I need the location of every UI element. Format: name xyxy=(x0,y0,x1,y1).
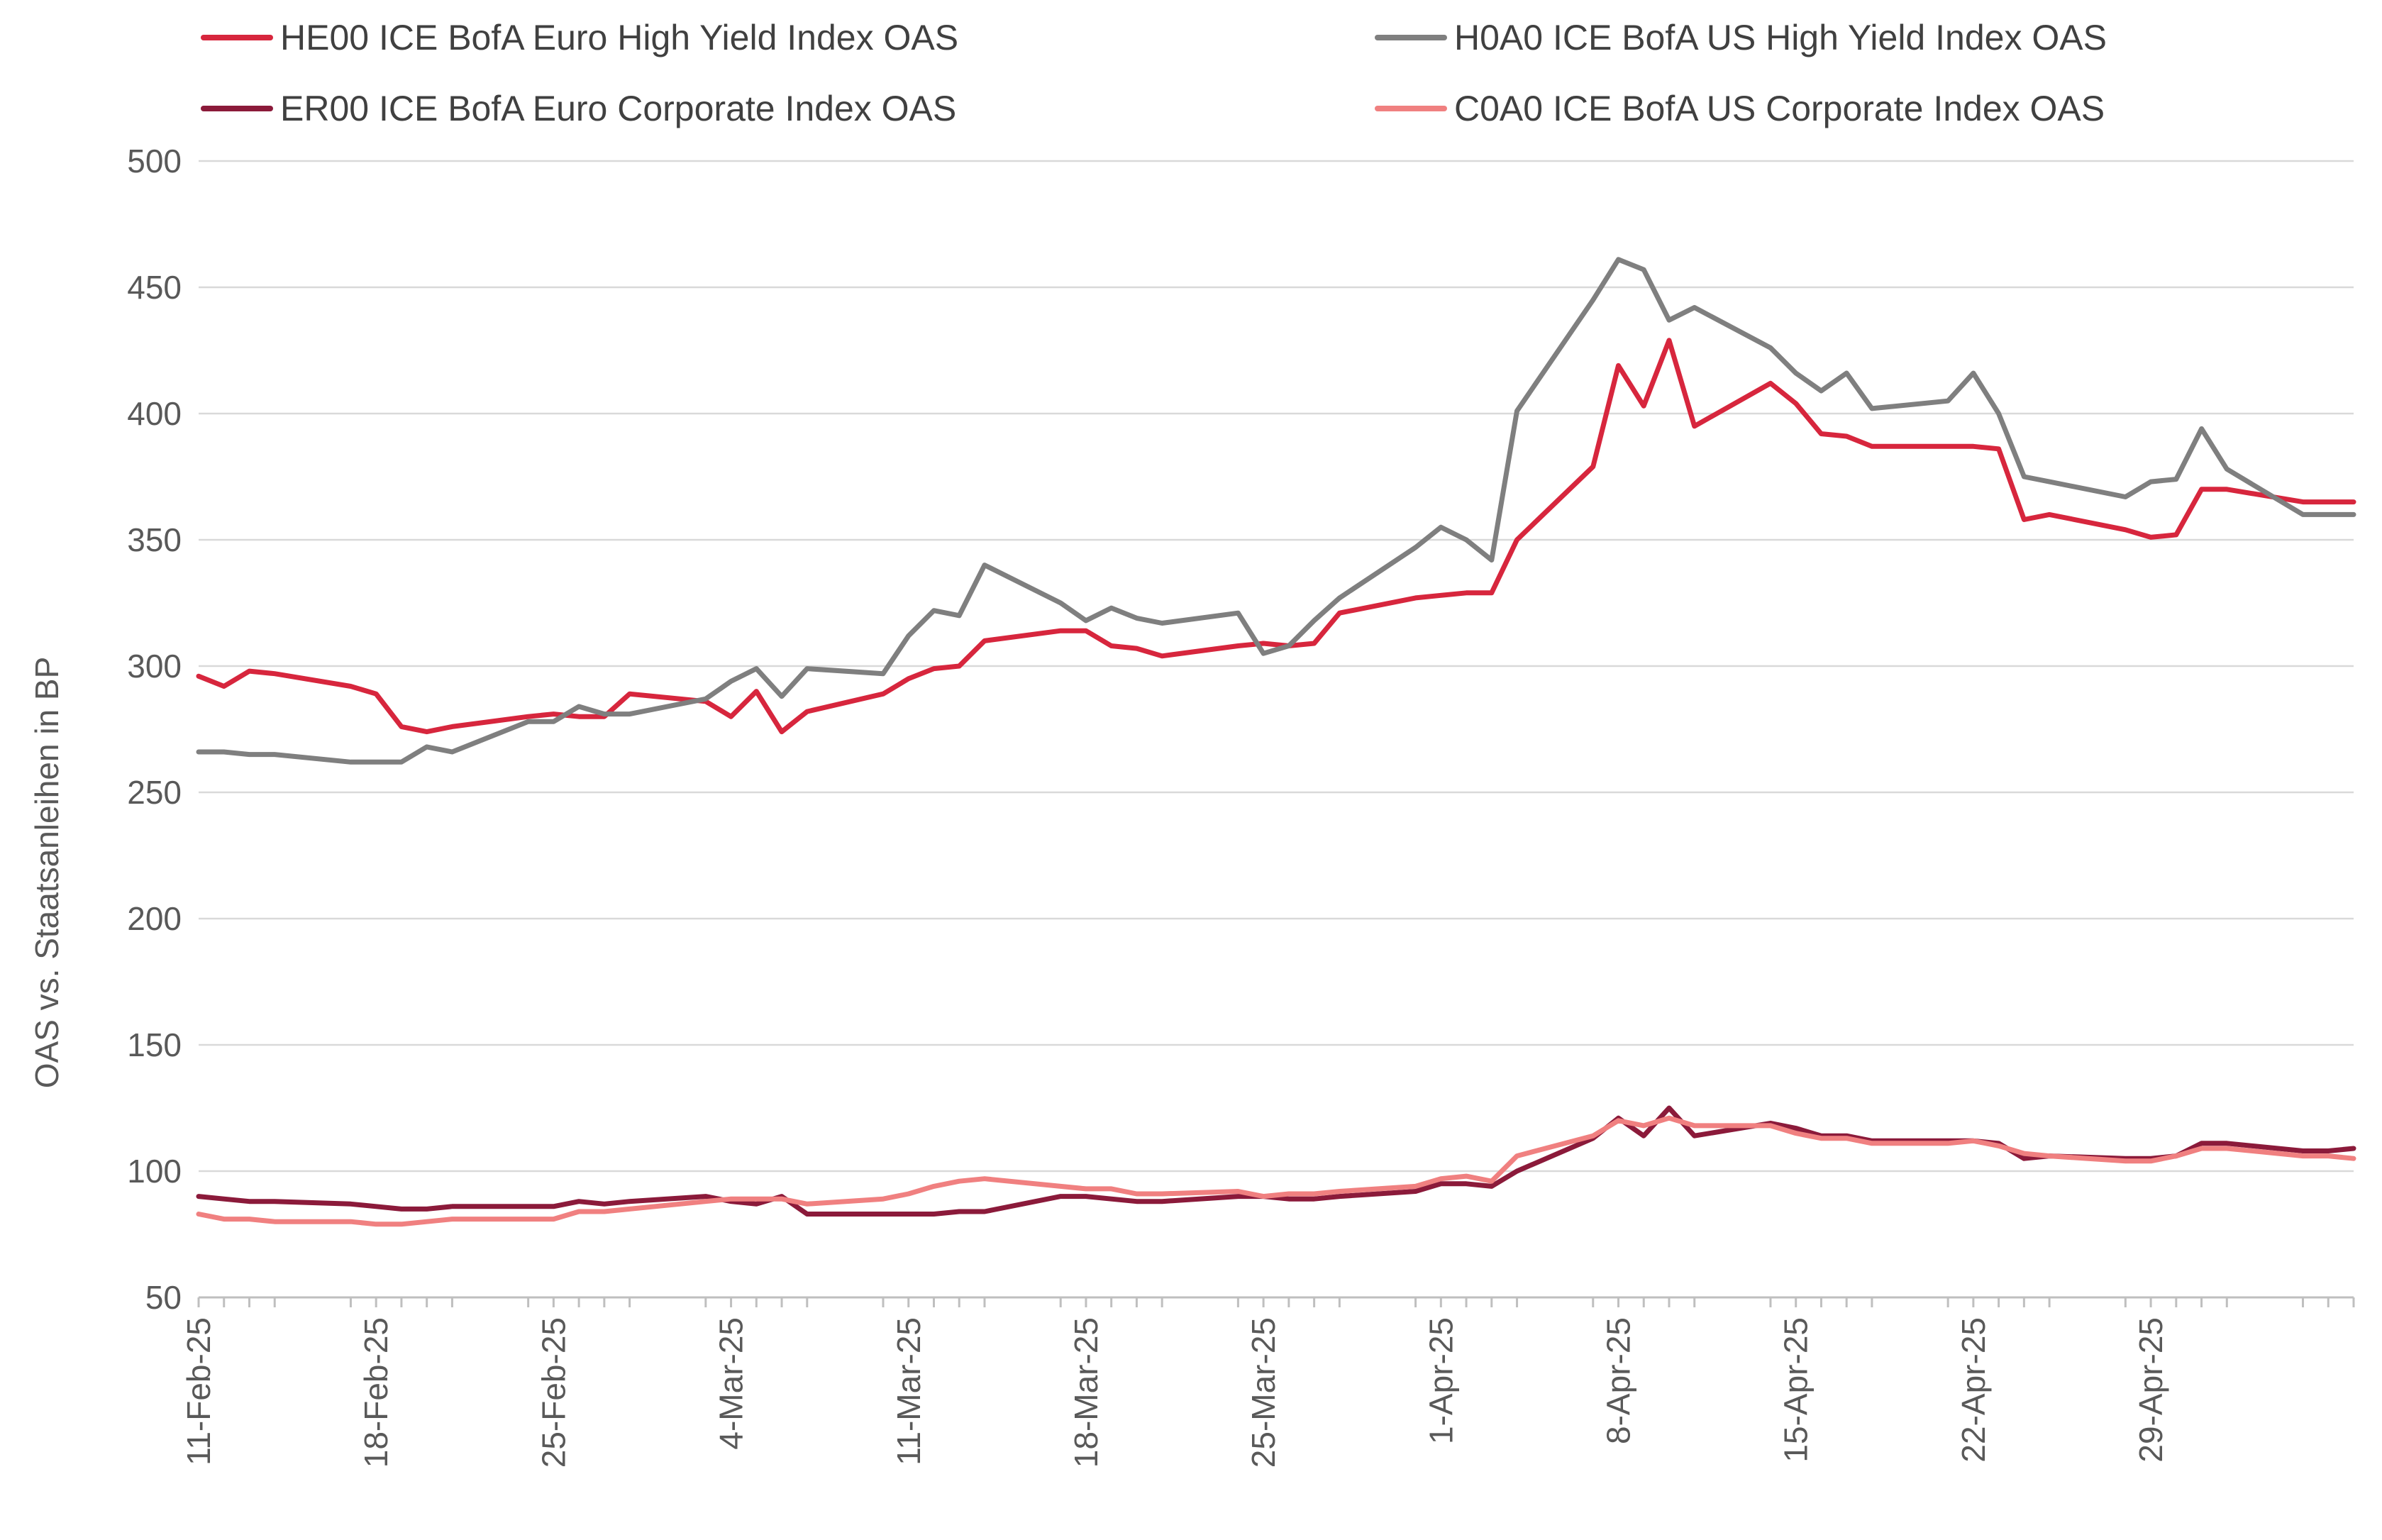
x-tick-label: 1-Apr-25 xyxy=(1422,1317,1459,1444)
y-tick-label: 500 xyxy=(127,143,182,179)
x-tick-label: 18-Feb-25 xyxy=(358,1317,394,1468)
x-tick-label: 4-Mar-25 xyxy=(713,1317,750,1450)
x-tick-label: 11-Feb-25 xyxy=(180,1317,217,1466)
y-tick-label: 300 xyxy=(127,648,182,685)
legend-item: HE00 ICE BofA Euro High Yield Index OAS xyxy=(201,18,958,57)
series-line-4 xyxy=(196,1115,2356,1227)
series-line-3 xyxy=(196,1105,2356,1217)
x-tick-label: 15-Apr-25 xyxy=(1778,1317,1815,1463)
series-lines xyxy=(196,257,2356,1227)
y-tick-label: 150 xyxy=(127,1026,182,1063)
x-tick-label: 25-Feb-25 xyxy=(535,1317,572,1468)
legend-label: H0A0 ICE BofA US High Yield Index OAS xyxy=(1454,18,2107,57)
y-tick-label: 50 xyxy=(145,1279,182,1316)
y-tick-label: 350 xyxy=(127,521,182,558)
legend-item: H0A0 ICE BofA US High Yield Index OAS xyxy=(1375,18,2107,57)
x-tick-label: 8-Apr-25 xyxy=(1600,1317,1637,1444)
x-tick-label: 29-Apr-25 xyxy=(2132,1317,2169,1463)
x-tick-label: 25-Mar-25 xyxy=(1245,1317,1282,1468)
y-tick-label: 100 xyxy=(127,1153,182,1190)
legend-item: C0A0 ICE BofA US Corporate Index OAS xyxy=(1375,89,2105,128)
y-tick-label: 200 xyxy=(127,900,182,937)
y-tick-label: 450 xyxy=(127,269,182,306)
gridlines xyxy=(199,160,2354,1173)
legend-label: ER00 ICE BofA Euro Corporate Index OAS xyxy=(280,89,956,128)
x-tick-label: 22-Apr-25 xyxy=(1955,1317,1992,1463)
legend-label: C0A0 ICE BofA US Corporate Index OAS xyxy=(1454,89,2105,128)
series-line-2 xyxy=(196,257,2356,765)
series-line-1 xyxy=(196,338,2356,735)
legend: HE00 ICE BofA Euro High Yield Index OAS H… xyxy=(201,18,2107,128)
axes: 50 100 150 200 250 300 350 400 450 500 11-Feb-25 18… xyxy=(127,143,2355,1468)
y-tick-label: 400 xyxy=(127,395,182,432)
legend-item: ER00 ICE BofA Euro Corporate Index OAS xyxy=(201,89,956,128)
y-axis-title: OAS vs. Staatsanleihen in BP xyxy=(28,657,65,1089)
x-tick-label: 18-Mar-25 xyxy=(1068,1317,1104,1468)
x-tick-label: 11-Mar-25 xyxy=(890,1317,927,1466)
legend-label: HE00 ICE BofA Euro High Yield Index OAS xyxy=(280,18,958,57)
y-tick-label: 250 xyxy=(127,774,182,811)
